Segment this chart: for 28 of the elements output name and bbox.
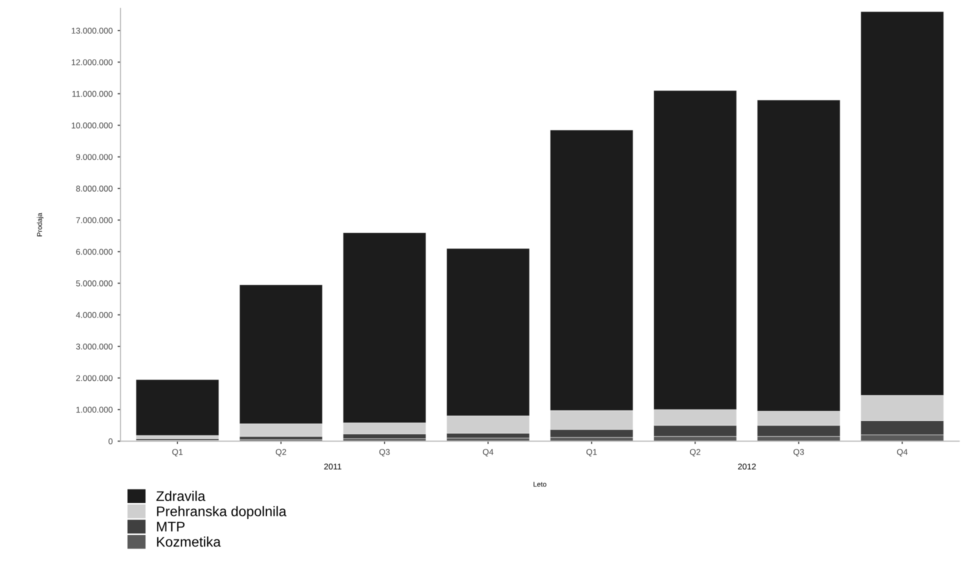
y-tick-label: 11.000.000 [72, 90, 113, 97]
legend-label: MTP [157, 522, 185, 532]
y-tick-label: 10.000.000 [72, 122, 113, 128]
legend-label: Zdravila [156, 490, 206, 502]
x-tick-label: Q3 [794, 449, 804, 456]
y-tick-label: 4.000.000 [76, 312, 113, 318]
x-tick-label: Q4 [482, 449, 494, 456]
y-tick-label: 3.000.000 [76, 344, 113, 350]
y-tick-label: 7.000.000 [76, 217, 113, 224]
x-tick-label: Q1 [586, 449, 597, 456]
y-tick-label: 6.000.000 [76, 248, 113, 255]
y-tick-label: 1.000.000 [76, 406, 113, 413]
legend-label: Kozmetika [157, 536, 221, 547]
y-tick-label: 13.000.000 [72, 28, 113, 34]
y-tick-label: 2.000.000 [76, 375, 113, 382]
x-tick-label: Q4 [897, 449, 908, 456]
y-tick-label: 9.000.000 [76, 154, 113, 160]
x-tick-label: Q2 [690, 449, 700, 456]
y-tick-label: 12.000.000 [72, 59, 113, 66]
x-tick-label: Q2 [276, 449, 286, 456]
text: 2012 [738, 464, 756, 470]
y-tick-label: 0 [108, 438, 113, 444]
text: 2011 [324, 464, 342, 470]
y-tick-label: 5.000.000 [76, 280, 113, 286]
y-tick-label: 8.000.000 [76, 186, 113, 192]
x-tick-label: Q3 [379, 449, 390, 456]
legend-label: Prehranska dopolnila [157, 506, 286, 520]
x-tick-label: Q1 [172, 449, 183, 456]
